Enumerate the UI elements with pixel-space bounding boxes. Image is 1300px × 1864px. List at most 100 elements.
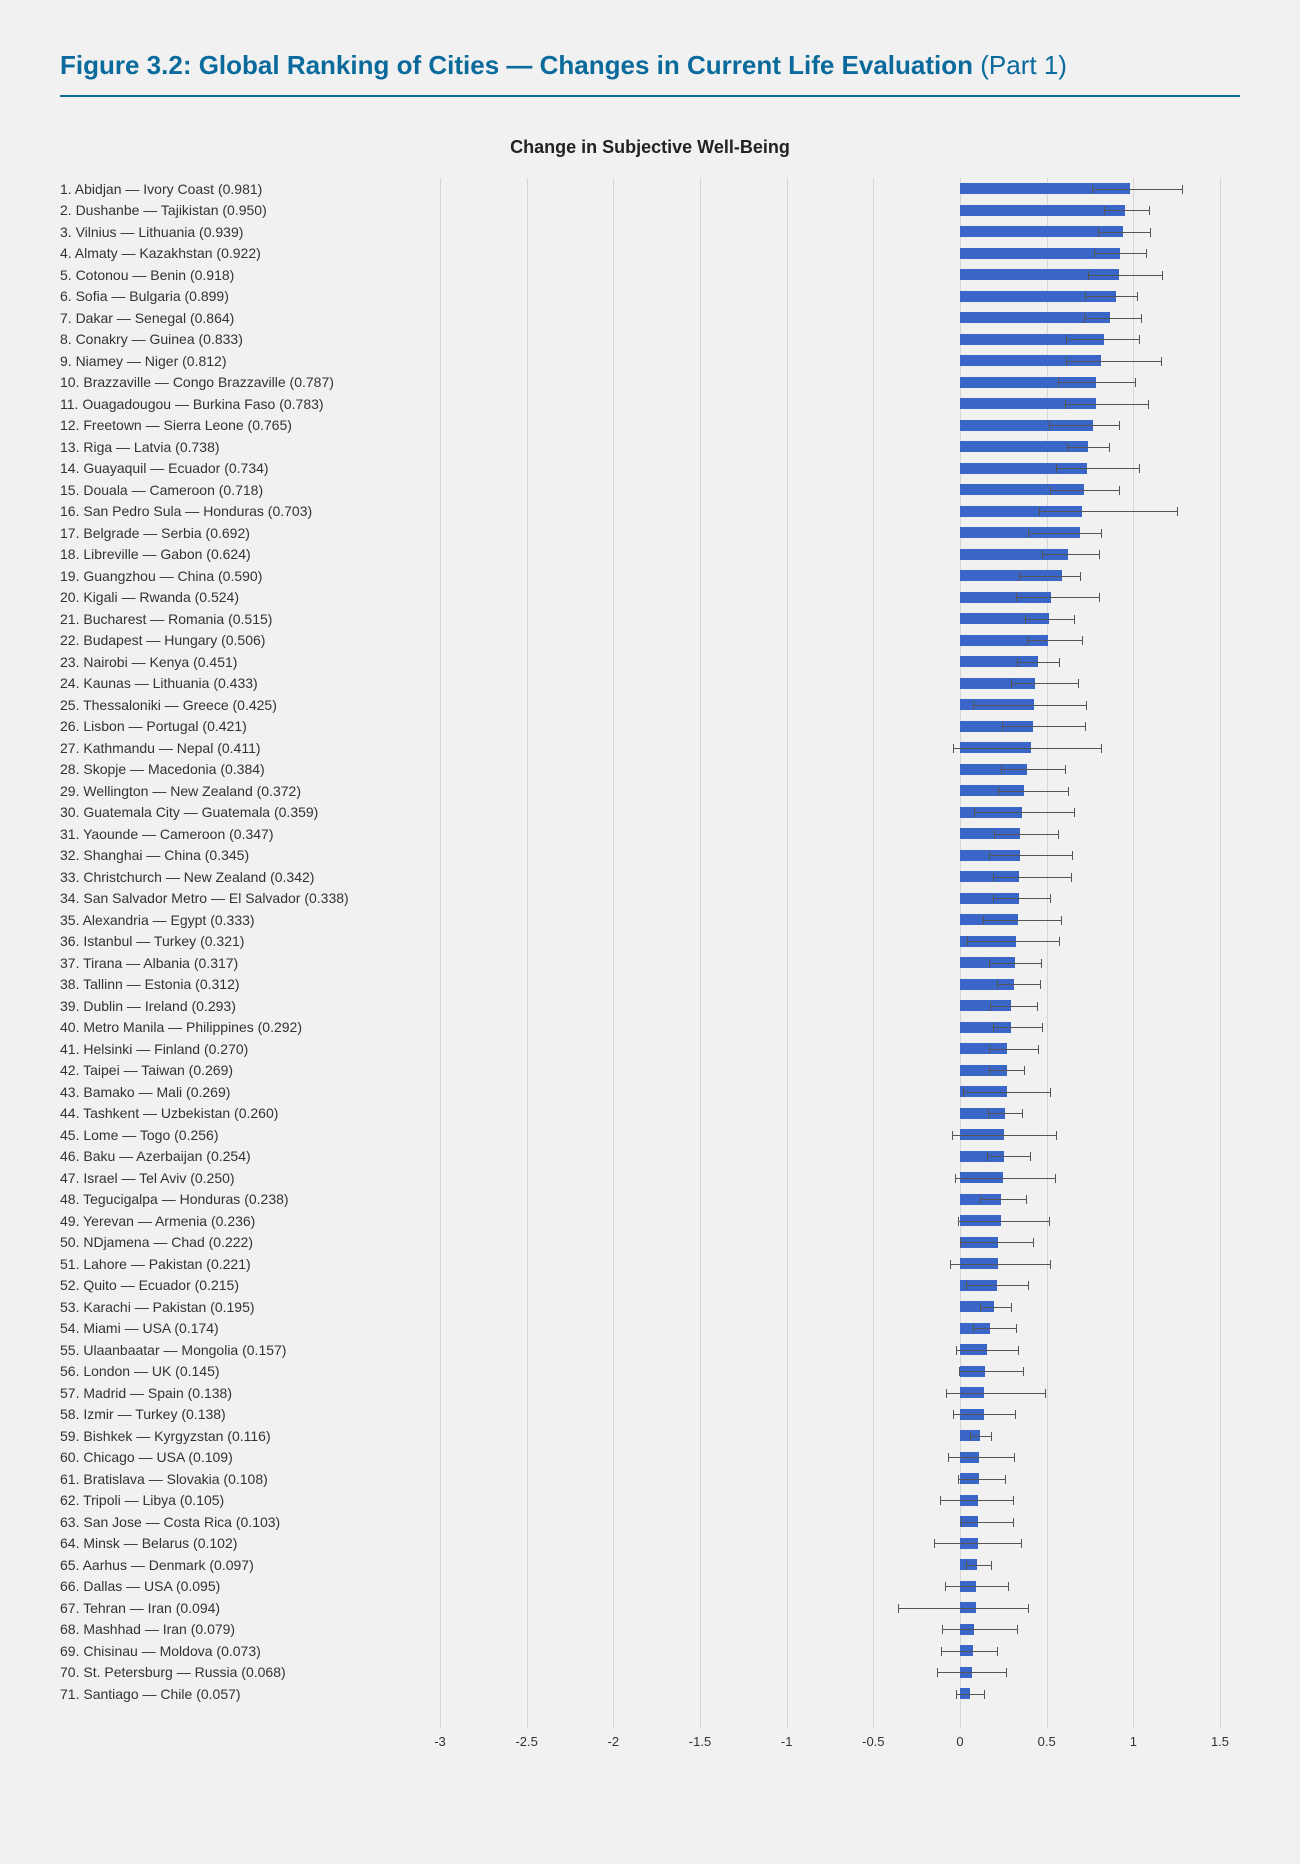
row-label: 9. Niamey — Niger (0.812) [60, 354, 227, 368]
row-label: 30. Guatemala City — Guatemala (0.359) [60, 805, 318, 819]
error-cap [1086, 701, 1087, 710]
error-cap [955, 1174, 956, 1183]
error-cap [1149, 206, 1150, 215]
error-cap [1078, 679, 1079, 688]
row-label: 50. NDjamena — Chad (0.222) [60, 1235, 253, 1249]
row-label: 28. Skopje — Macedonia (0.384) [60, 762, 265, 776]
error-cap [1058, 378, 1059, 387]
grid-line [700, 178, 701, 1728]
error-cap [956, 1346, 957, 1355]
x-tick-label: 0.5 [1038, 1734, 1056, 1749]
error-bar [987, 1156, 1030, 1157]
error-bar [961, 1522, 1013, 1523]
error-cap [994, 830, 995, 839]
error-bar [993, 1027, 1042, 1028]
error-bar [1066, 361, 1161, 362]
error-cap [1001, 765, 1002, 774]
error-cap [1011, 679, 1012, 688]
bar [960, 205, 1125, 216]
error-cap [990, 1002, 991, 1011]
row-label: 47. Israel — Tel Aviv (0.250) [60, 1171, 235, 1185]
error-bar [1098, 232, 1150, 233]
error-cap [1066, 335, 1067, 344]
error-cap [960, 1238, 961, 1247]
row-label: 3. Vilnius — Lithuania (0.939) [60, 225, 243, 239]
error-bar [960, 1242, 1033, 1243]
error-cap [1002, 722, 1003, 731]
error-cap [945, 1582, 946, 1591]
error-cap [1119, 486, 1120, 495]
header-rule [60, 95, 1240, 97]
error-cap [1013, 1496, 1014, 1505]
error-bar [1050, 490, 1119, 491]
error-cap [1101, 744, 1102, 753]
row-label: 6. Sofia — Bulgaria (0.899) [60, 289, 229, 303]
row-label: 8. Conakry — Guinea (0.833) [60, 332, 243, 346]
row-label: 13. Riga — Latvia (0.738) [60, 440, 220, 454]
error-bar [973, 705, 1086, 706]
error-cap [1072, 851, 1073, 860]
error-cap [1045, 1389, 1046, 1398]
error-bar [967, 941, 1059, 942]
error-cap [953, 1410, 954, 1419]
grid-line [1220, 178, 1221, 1728]
grid-line [440, 178, 441, 1728]
row-label: 14. Guayaquil — Ecuador (0.734) [60, 461, 269, 475]
figure-title: Figure 3.2: Global Ranking of Cities — C… [60, 50, 1067, 80]
error-cap [1038, 1045, 1039, 1054]
error-bar [1056, 468, 1139, 469]
row-label: 40. Metro Manila — Philippines (0.292) [60, 1020, 302, 1034]
error-cap [942, 1625, 943, 1634]
error-cap [961, 1518, 962, 1527]
error-cap [1182, 185, 1183, 194]
row-label: 45. Lome — Togo (0.256) [60, 1128, 219, 1142]
error-cap [1098, 228, 1099, 237]
error-bar [950, 1264, 1051, 1265]
row-label: 68. Mashhad — Iran (0.079) [60, 1622, 235, 1636]
error-bar [980, 1307, 1011, 1308]
error-bar [1066, 339, 1139, 340]
error-bar [1039, 511, 1178, 512]
error-cap [1061, 916, 1062, 925]
error-cap [950, 1260, 951, 1269]
error-cap [1137, 292, 1138, 301]
error-bar [1104, 210, 1149, 211]
chart: 1. Abidjan — Ivory Coast (0.981)2. Dusha… [60, 178, 1240, 1758]
error-bar [1065, 404, 1148, 405]
error-bar [956, 1350, 1018, 1351]
row-label: 35. Alexandria — Egypt (0.333) [60, 913, 255, 927]
error-bar [989, 1049, 1038, 1050]
x-tick-label: -2 [608, 1734, 620, 1749]
row-label: 64. Minsk — Belarus (0.102) [60, 1536, 237, 1550]
error-cap [1042, 550, 1043, 559]
error-bar [1001, 769, 1065, 770]
error-cap [973, 1324, 974, 1333]
error-cap [1050, 486, 1051, 495]
error-bar [1092, 189, 1182, 190]
row-label: 23. Nairobi — Kenya (0.451) [60, 655, 237, 669]
error-bar [934, 1543, 1021, 1544]
row-label: 36. Istanbul — Turkey (0.321) [60, 934, 244, 948]
error-cap [1008, 1582, 1009, 1591]
error-cap [988, 1109, 989, 1118]
row-label: 54. Miami — USA (0.174) [60, 1321, 219, 1335]
error-cap [1071, 873, 1072, 882]
error-cap [1017, 1625, 1018, 1634]
row-label: 25. Thessaloniki — Greece (0.425) [60, 698, 277, 712]
error-cap [1025, 615, 1026, 624]
error-cap [1056, 464, 1057, 473]
row-label: 15. Douala — Cameroon (0.718) [60, 483, 263, 497]
error-bar [994, 834, 1058, 835]
error-cap [1030, 1152, 1031, 1161]
error-cap [952, 1131, 953, 1140]
error-cap [989, 851, 990, 860]
row-label: 20. Kigali — Rwanda (0.524) [60, 590, 239, 604]
error-cap [1119, 421, 1120, 430]
y-axis-labels: 1. Abidjan — Ivory Coast (0.981)2. Dusha… [60, 178, 440, 1758]
error-cap [1033, 1238, 1034, 1247]
error-cap [1022, 1109, 1023, 1118]
error-cap [1088, 271, 1089, 280]
error-cap [983, 916, 984, 925]
row-label: 53. Karachi — Pakistan (0.195) [60, 1300, 255, 1314]
error-bar [966, 1285, 1028, 1286]
